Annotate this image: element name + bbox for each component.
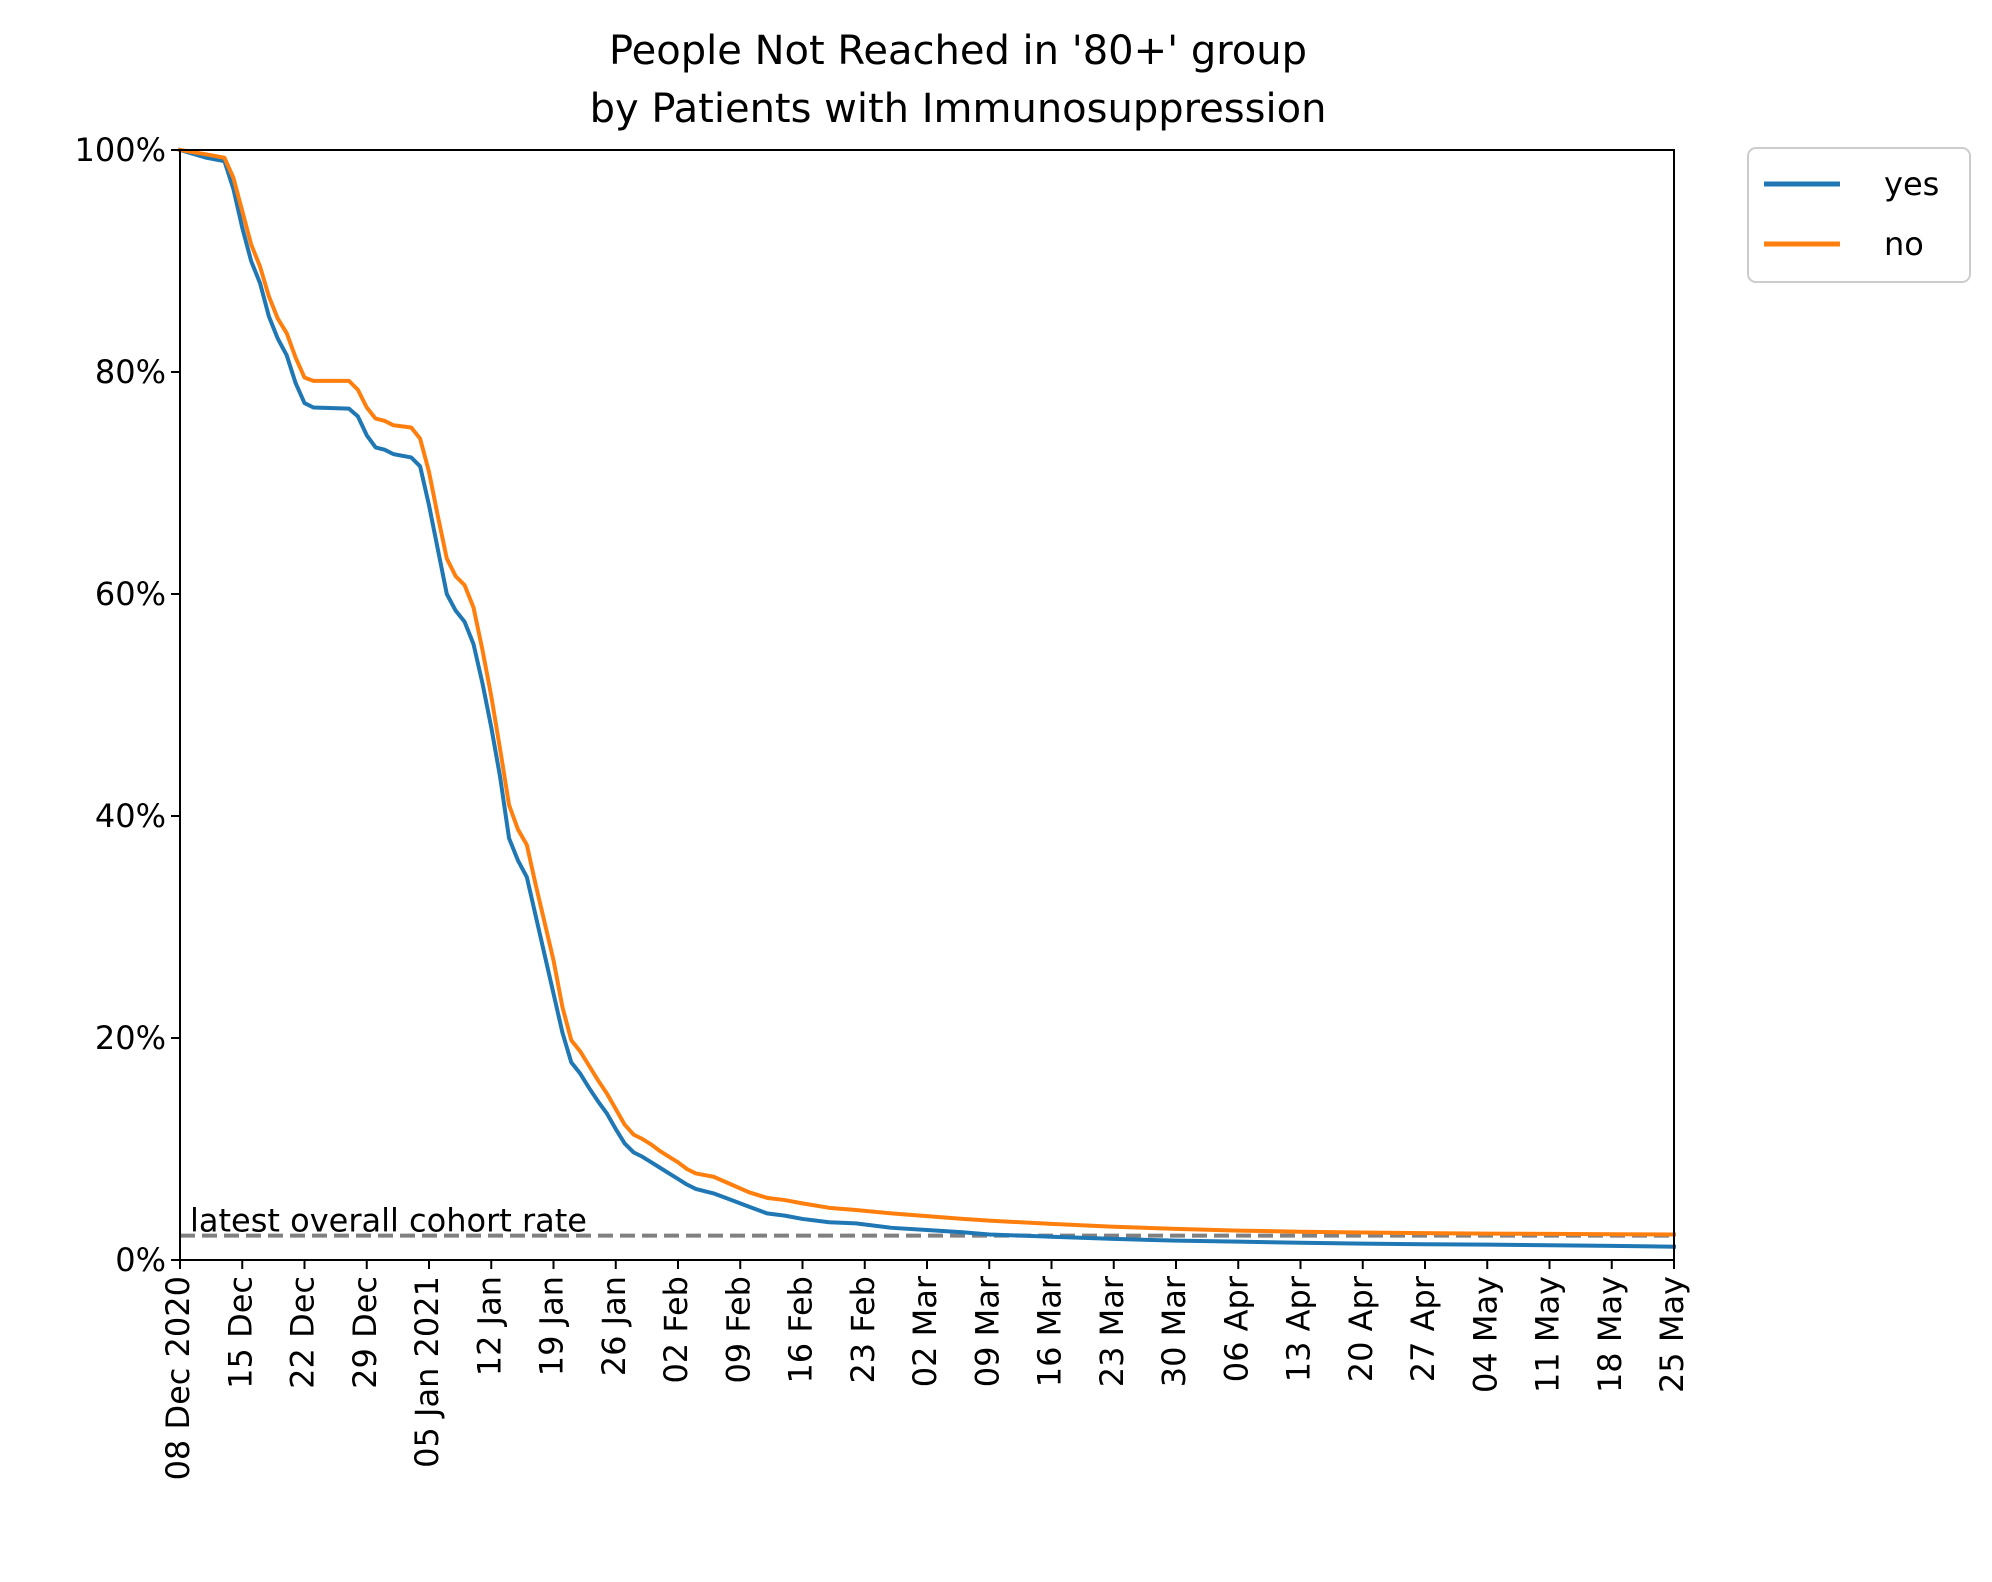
x-tick-label: 12 Jan — [470, 1276, 508, 1376]
x-tick-label: 30 Mar — [1155, 1275, 1193, 1387]
x-tick-label: 27 Apr — [1404, 1275, 1442, 1382]
x-tick-label: 02 Mar — [906, 1275, 944, 1387]
x-tick-label: 11 May — [1529, 1276, 1567, 1393]
x-tick-label: 20 Apr — [1342, 1275, 1380, 1382]
x-tick-label: 23 Mar — [1093, 1275, 1131, 1387]
x-tick-label: 09 Mar — [968, 1275, 1006, 1387]
legend-label-no: no — [1884, 225, 1924, 263]
x-tick-label: 19 Jan — [533, 1276, 571, 1376]
x-tick-label: 04 May — [1466, 1276, 1504, 1393]
y-tick-label: 20% — [95, 1019, 166, 1057]
x-axis: 08 Dec 2020 15 Dec 22 Dec 29 Dec 05 Jan 2021… — [159, 1260, 1691, 1480]
x-tick-label: 23 Feb — [844, 1276, 882, 1384]
x-tick-label: 29 Dec — [346, 1276, 384, 1389]
legend: yes no — [1747, 147, 1971, 283]
series-line-no — [177, 147, 1677, 1237]
y-tick-label: 80% — [95, 353, 166, 391]
x-tick-label: 16 Feb — [782, 1276, 820, 1384]
series-line-yes — [177, 147, 1677, 1249]
x-tick-label: 13 Apr — [1280, 1275, 1318, 1382]
y-tick-label: 0% — [115, 1241, 166, 1279]
x-tick-label: 15 Dec — [221, 1276, 259, 1389]
chart-subtitle: by Patients with Immunosuppression — [590, 86, 1327, 132]
x-tick-label: 26 Jan — [595, 1276, 633, 1376]
chart-title: People Not Reached in '80+' group — [609, 28, 1307, 74]
plot-area: latest overall cohort rate — [177, 147, 1677, 1249]
x-tick-label: 02 Feb — [657, 1276, 695, 1384]
x-tick-label: 25 May — [1653, 1276, 1691, 1393]
x-tick-label: 06 Apr — [1217, 1275, 1255, 1382]
y-tick-label: 100% — [75, 131, 166, 169]
reference-line-label: latest overall cohort rate — [190, 1202, 587, 1240]
y-axis: 0% 20% 40% 60% 80% 100% — [75, 131, 180, 1279]
y-tick-label: 40% — [95, 797, 166, 835]
x-tick-label: 09 Feb — [719, 1276, 757, 1384]
x-tick-label: 18 May — [1591, 1276, 1629, 1393]
x-tick-label: 22 Dec — [284, 1276, 322, 1389]
x-tick-label: 05 Jan 2021 — [408, 1276, 446, 1468]
legend-label-yes: yes — [1884, 165, 1939, 203]
y-tick-label: 60% — [95, 575, 166, 613]
x-tick-label: 16 Mar — [1031, 1275, 1069, 1387]
x-tick-label: 08 Dec 2020 — [159, 1276, 197, 1480]
